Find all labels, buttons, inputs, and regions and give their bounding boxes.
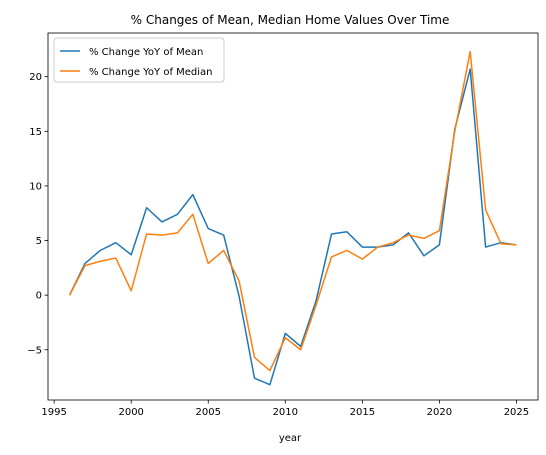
plot-area: [47, 32, 539, 401]
x-tick-label: 2005: [196, 407, 221, 418]
x-tick-label: 2010: [273, 407, 298, 418]
legend: % Change YoY of Mean % Change YoY of Medi…: [53, 37, 225, 83]
x-tick-label: 2020: [427, 407, 452, 418]
series-line-1: [68, 68, 517, 386]
x-tick-label: 2015: [350, 407, 375, 418]
x-axis-ticks: 1995 2000 2005 2010 2015 2020 2025: [41, 400, 529, 418]
y-tick-label: 20: [29, 72, 42, 83]
x-tick-label: 1995: [41, 407, 66, 418]
y-tick-label: 15: [29, 127, 42, 138]
x-axis-label: year: [279, 433, 302, 444]
legend-box: [53, 37, 225, 83]
y-tick-label: 5: [36, 236, 42, 247]
legend-label-1: % Change YoY of Mean: [89, 47, 203, 58]
y-tick-label: 10: [29, 181, 42, 192]
chart-title: % Changes of Mean, Median Home Values Ov…: [131, 13, 450, 27]
legend-label-2: % Change YoY of Median: [89, 67, 213, 78]
y-axis-ticks: −5 0 5 10 15 20: [27, 72, 48, 356]
y-tick-label: 0: [36, 291, 42, 302]
series-line-2: [68, 50, 517, 372]
plot-frame: [47, 32, 539, 401]
x-tick-label: 2025: [504, 407, 529, 418]
x-tick-label: 2000: [118, 407, 143, 418]
y-tick-label: −5: [27, 345, 42, 356]
